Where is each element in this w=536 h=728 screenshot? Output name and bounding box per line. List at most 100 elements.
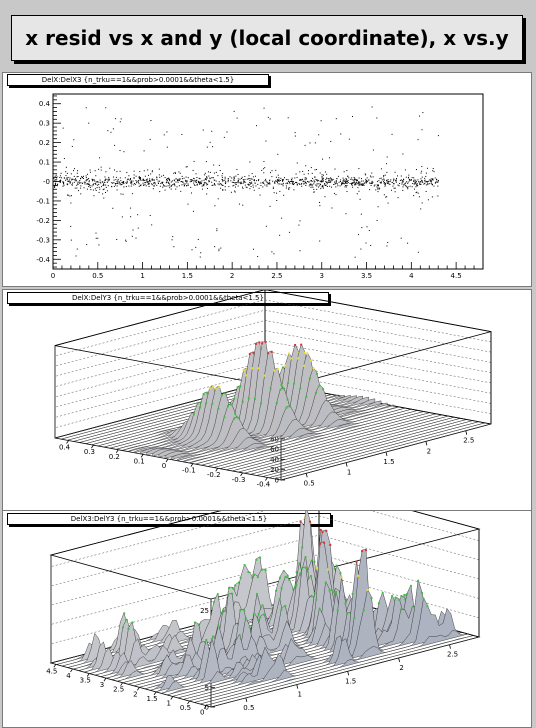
surface-band bbox=[228, 586, 231, 589]
scatter-point bbox=[157, 182, 159, 184]
scatter-point bbox=[167, 181, 169, 183]
left-axis-label: 0 bbox=[162, 462, 166, 470]
surface-band bbox=[333, 591, 336, 594]
scatter-point bbox=[353, 181, 355, 183]
scatter-point bbox=[86, 244, 88, 246]
scatter-point bbox=[89, 169, 91, 171]
scatter-point bbox=[254, 182, 256, 184]
surface-band bbox=[227, 405, 230, 408]
scatter-point bbox=[380, 177, 382, 179]
scatter-point bbox=[328, 157, 330, 159]
surface1-pad-label: DelX:DelY3 {n_trku==1&&prob>0.0001&&thet… bbox=[7, 292, 329, 304]
scatter-point bbox=[358, 177, 360, 179]
scatter-point bbox=[102, 193, 104, 195]
scatter-point bbox=[322, 177, 324, 179]
scatter-point bbox=[351, 184, 353, 186]
scatter-point bbox=[173, 246, 175, 248]
scatter-point bbox=[65, 166, 67, 168]
scatter-point bbox=[222, 180, 224, 182]
scatter-point bbox=[342, 183, 344, 185]
scatter-point bbox=[220, 247, 222, 249]
scatter-point bbox=[115, 183, 117, 185]
scatter-point bbox=[167, 185, 169, 187]
surface-band bbox=[361, 550, 364, 553]
scatter-point bbox=[249, 161, 251, 163]
scatter-point bbox=[361, 185, 363, 187]
surface-band bbox=[315, 372, 318, 375]
surface-band bbox=[294, 343, 297, 346]
surface-band bbox=[355, 560, 358, 563]
scatter-point bbox=[301, 182, 303, 184]
scatter-point bbox=[191, 249, 193, 251]
surface-band bbox=[330, 589, 333, 592]
scatter-point bbox=[71, 184, 73, 186]
surface-band bbox=[276, 368, 279, 371]
scatter-point bbox=[224, 189, 226, 191]
surface-band bbox=[284, 605, 287, 608]
scatter-point bbox=[378, 188, 380, 190]
scatter-point bbox=[233, 176, 235, 178]
scatter-point bbox=[398, 185, 400, 187]
scatter-point bbox=[170, 188, 172, 190]
surface-band bbox=[192, 413, 195, 416]
scatter-point bbox=[99, 181, 101, 183]
scatter-point bbox=[310, 167, 312, 169]
scatter-point bbox=[98, 186, 100, 188]
z-tick-label: 80 bbox=[270, 435, 279, 443]
left-axis-tick bbox=[265, 477, 268, 481]
scatter-point bbox=[271, 251, 273, 253]
scatter-point bbox=[244, 184, 246, 186]
scatter-point bbox=[154, 181, 156, 183]
scatter-point bbox=[384, 183, 386, 185]
scatter-point bbox=[105, 171, 107, 173]
scatter-point bbox=[422, 112, 424, 114]
scatter-point bbox=[322, 179, 324, 181]
scatter-point bbox=[203, 183, 205, 185]
scatter-point bbox=[421, 176, 423, 178]
scatter-point bbox=[432, 170, 434, 172]
scatter-point bbox=[153, 185, 155, 187]
scatter-point bbox=[86, 188, 88, 190]
surface-band bbox=[284, 576, 287, 579]
scatter-point bbox=[317, 179, 319, 181]
scatter-point bbox=[428, 183, 430, 185]
scatter-point bbox=[75, 255, 77, 257]
scatter-point bbox=[424, 180, 426, 182]
scatter-point bbox=[383, 178, 385, 180]
scatter-point bbox=[67, 176, 69, 178]
scatter-point bbox=[139, 184, 141, 186]
scatter-point bbox=[272, 180, 274, 182]
scatter-point bbox=[299, 250, 301, 252]
scatter-point bbox=[413, 195, 415, 197]
scatter-point bbox=[54, 186, 56, 188]
scatter-point bbox=[161, 181, 163, 183]
scatter-point bbox=[73, 168, 75, 170]
scatter-point bbox=[340, 179, 342, 181]
scatter-point bbox=[200, 181, 202, 183]
scatter-point bbox=[204, 182, 206, 184]
surface-band bbox=[280, 383, 283, 386]
surface-band bbox=[275, 589, 278, 592]
scatter-point bbox=[130, 182, 132, 184]
scatter-point bbox=[85, 180, 87, 182]
scatter-point bbox=[208, 179, 210, 181]
scatter-point bbox=[394, 187, 396, 189]
surface-plot-2: 05101520254.543.532.521.510.500.511.522.… bbox=[46, 511, 481, 717]
scatter-point bbox=[146, 178, 148, 180]
scatter-point bbox=[153, 185, 155, 187]
scatter-point bbox=[285, 187, 287, 189]
scatter-point bbox=[365, 180, 367, 182]
surface-band bbox=[247, 571, 250, 574]
scatter-point bbox=[116, 189, 118, 191]
left-axis-label: 4 bbox=[66, 672, 71, 680]
wall-gridline bbox=[50, 515, 480, 587]
surface-band bbox=[315, 598, 318, 601]
scatter-point bbox=[240, 181, 242, 183]
scatter-point bbox=[295, 181, 297, 183]
scatter-point bbox=[436, 179, 438, 181]
scatter-point bbox=[332, 179, 334, 181]
scatter-point bbox=[143, 170, 145, 172]
surface-band bbox=[121, 626, 124, 629]
scatter-point bbox=[222, 180, 224, 182]
surface-band bbox=[257, 613, 260, 616]
